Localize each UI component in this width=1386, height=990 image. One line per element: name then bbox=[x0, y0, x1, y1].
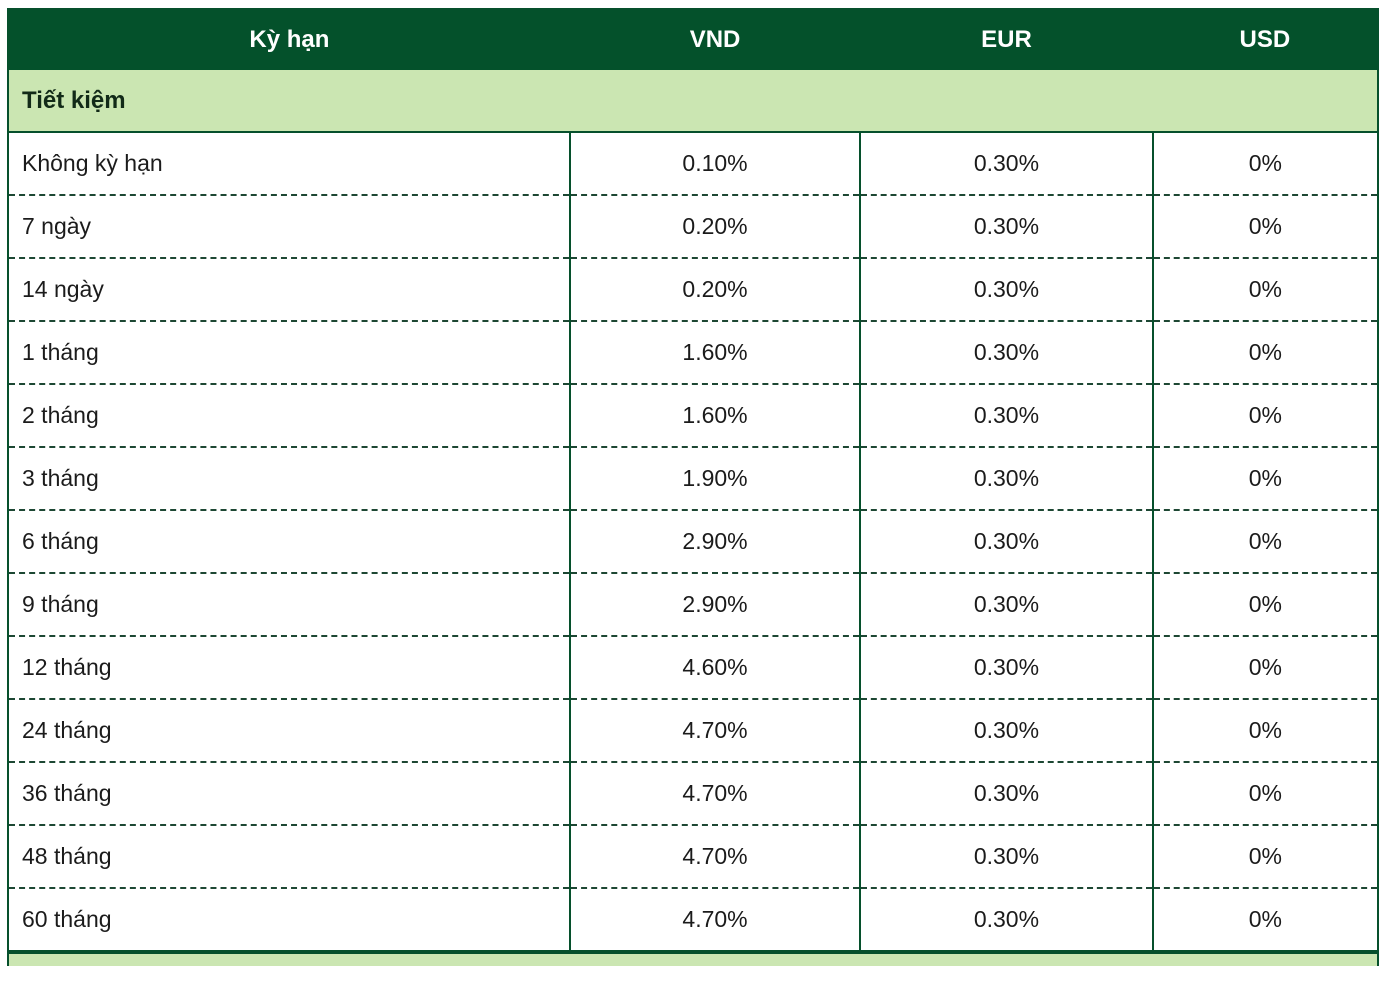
column-header-vnd: VND bbox=[569, 9, 861, 70]
vnd-rate-cell: 2.90% bbox=[568, 509, 861, 573]
eur-rate-cell: 0.30% bbox=[859, 132, 1153, 195]
vnd-rate-cell: 4.70% bbox=[568, 761, 861, 825]
table-row: 6 tháng 2.90% 0.30% 0% bbox=[8, 509, 1378, 573]
column-header-term: Kỳ hạn bbox=[8, 9, 570, 70]
usd-rate-cell: 0% bbox=[1151, 761, 1378, 825]
table-row: 36 tháng 4.70% 0.30% 0% bbox=[8, 761, 1378, 825]
eur-rate-cell: 0.30% bbox=[859, 698, 1153, 762]
usd-rate-cell: 0% bbox=[1151, 572, 1378, 636]
eur-rate-cell: 0.30% bbox=[859, 761, 1153, 825]
vnd-rate-cell: 1.90% bbox=[568, 446, 861, 510]
vnd-rate-cell: 0.20% bbox=[568, 194, 861, 258]
vnd-rate-cell: 4.70% bbox=[568, 698, 861, 762]
usd-rate-cell: 0% bbox=[1151, 698, 1378, 762]
usd-rate-cell: 0% bbox=[1151, 509, 1378, 573]
interest-rate-table: Kỳ hạn VND EUR USD Tiết kiệm Không kỳ hạ… bbox=[7, 8, 1379, 952]
table-header-row: Kỳ hạn VND EUR USD bbox=[8, 9, 1378, 70]
table-row: 2 tháng 1.60% 0.30% 0% bbox=[8, 383, 1378, 447]
usd-rate-cell: 0% bbox=[1151, 132, 1378, 195]
term-cell: 6 tháng bbox=[8, 509, 570, 573]
term-cell: 60 tháng bbox=[8, 887, 570, 951]
term-cell: 9 tháng bbox=[8, 572, 570, 636]
table-row: 3 tháng 1.90% 0.30% 0% bbox=[8, 446, 1378, 510]
eur-rate-cell: 0.30% bbox=[859, 194, 1153, 258]
usd-rate-cell: 0% bbox=[1151, 320, 1378, 384]
term-cell: 7 ngày bbox=[8, 194, 570, 258]
eur-rate-cell: 0.30% bbox=[859, 824, 1153, 888]
eur-rate-cell: 0.30% bbox=[859, 887, 1153, 951]
vnd-rate-cell: 0.10% bbox=[568, 132, 861, 195]
eur-rate-cell: 0.30% bbox=[859, 635, 1153, 699]
usd-rate-cell: 0% bbox=[1151, 824, 1378, 888]
vnd-rate-cell: 4.60% bbox=[568, 635, 861, 699]
term-cell: Không kỳ hạn bbox=[8, 132, 570, 195]
table-row: 48 tháng 4.70% 0.30% 0% bbox=[8, 824, 1378, 888]
term-cell: 12 tháng bbox=[8, 635, 570, 699]
term-cell: 1 tháng bbox=[8, 320, 570, 384]
table-row: 14 ngày 0.20% 0.30% 0% bbox=[8, 257, 1378, 321]
usd-rate-cell: 0% bbox=[1151, 194, 1378, 258]
column-header-eur: EUR bbox=[860, 9, 1153, 70]
term-cell: 24 tháng bbox=[8, 698, 570, 762]
usd-rate-cell: 0% bbox=[1151, 257, 1378, 321]
table-row: 24 tháng 4.70% 0.30% 0% bbox=[8, 698, 1378, 762]
table-row: 12 tháng 4.60% 0.30% 0% bbox=[8, 635, 1378, 699]
vnd-rate-cell: 1.60% bbox=[568, 320, 861, 384]
interest-rate-table-wrap: Kỳ hạn VND EUR USD Tiết kiệm Không kỳ hạ… bbox=[7, 8, 1379, 966]
table-row: Không kỳ hạn 0.10% 0.30% 0% bbox=[8, 132, 1378, 195]
vnd-rate-cell: 4.70% bbox=[568, 887, 861, 951]
term-cell: 48 tháng bbox=[8, 824, 570, 888]
vnd-rate-cell: 1.60% bbox=[568, 383, 861, 447]
eur-rate-cell: 0.30% bbox=[859, 383, 1153, 447]
term-cell: 2 tháng bbox=[8, 383, 570, 447]
section-label: Tiết kiệm bbox=[8, 70, 1378, 133]
usd-rate-cell: 0% bbox=[1151, 446, 1378, 510]
vnd-rate-cell: 4.70% bbox=[568, 824, 861, 888]
term-cell: 36 tháng bbox=[8, 761, 570, 825]
vnd-rate-cell: 2.90% bbox=[568, 572, 861, 636]
column-header-usd: USD bbox=[1152, 9, 1378, 70]
next-section-bar bbox=[7, 952, 1379, 966]
table-row: 1 tháng 1.60% 0.30% 0% bbox=[8, 320, 1378, 384]
term-cell: 3 tháng bbox=[8, 446, 570, 510]
eur-rate-cell: 0.30% bbox=[859, 446, 1153, 510]
table-row: 9 tháng 2.90% 0.30% 0% bbox=[8, 572, 1378, 636]
eur-rate-cell: 0.30% bbox=[859, 320, 1153, 384]
eur-rate-cell: 0.30% bbox=[859, 257, 1153, 321]
table-row: 7 ngày 0.20% 0.30% 0% bbox=[8, 194, 1378, 258]
eur-rate-cell: 0.30% bbox=[859, 509, 1153, 573]
vnd-rate-cell: 0.20% bbox=[568, 257, 861, 321]
usd-rate-cell: 0% bbox=[1151, 635, 1378, 699]
usd-rate-cell: 0% bbox=[1151, 383, 1378, 447]
section-row-tiet-kiem: Tiết kiệm bbox=[8, 70, 1378, 133]
term-cell: 14 ngày bbox=[8, 257, 570, 321]
eur-rate-cell: 0.30% bbox=[859, 572, 1153, 636]
usd-rate-cell: 0% bbox=[1151, 887, 1378, 951]
table-row: 60 tháng 4.70% 0.30% 0% bbox=[8, 887, 1378, 951]
